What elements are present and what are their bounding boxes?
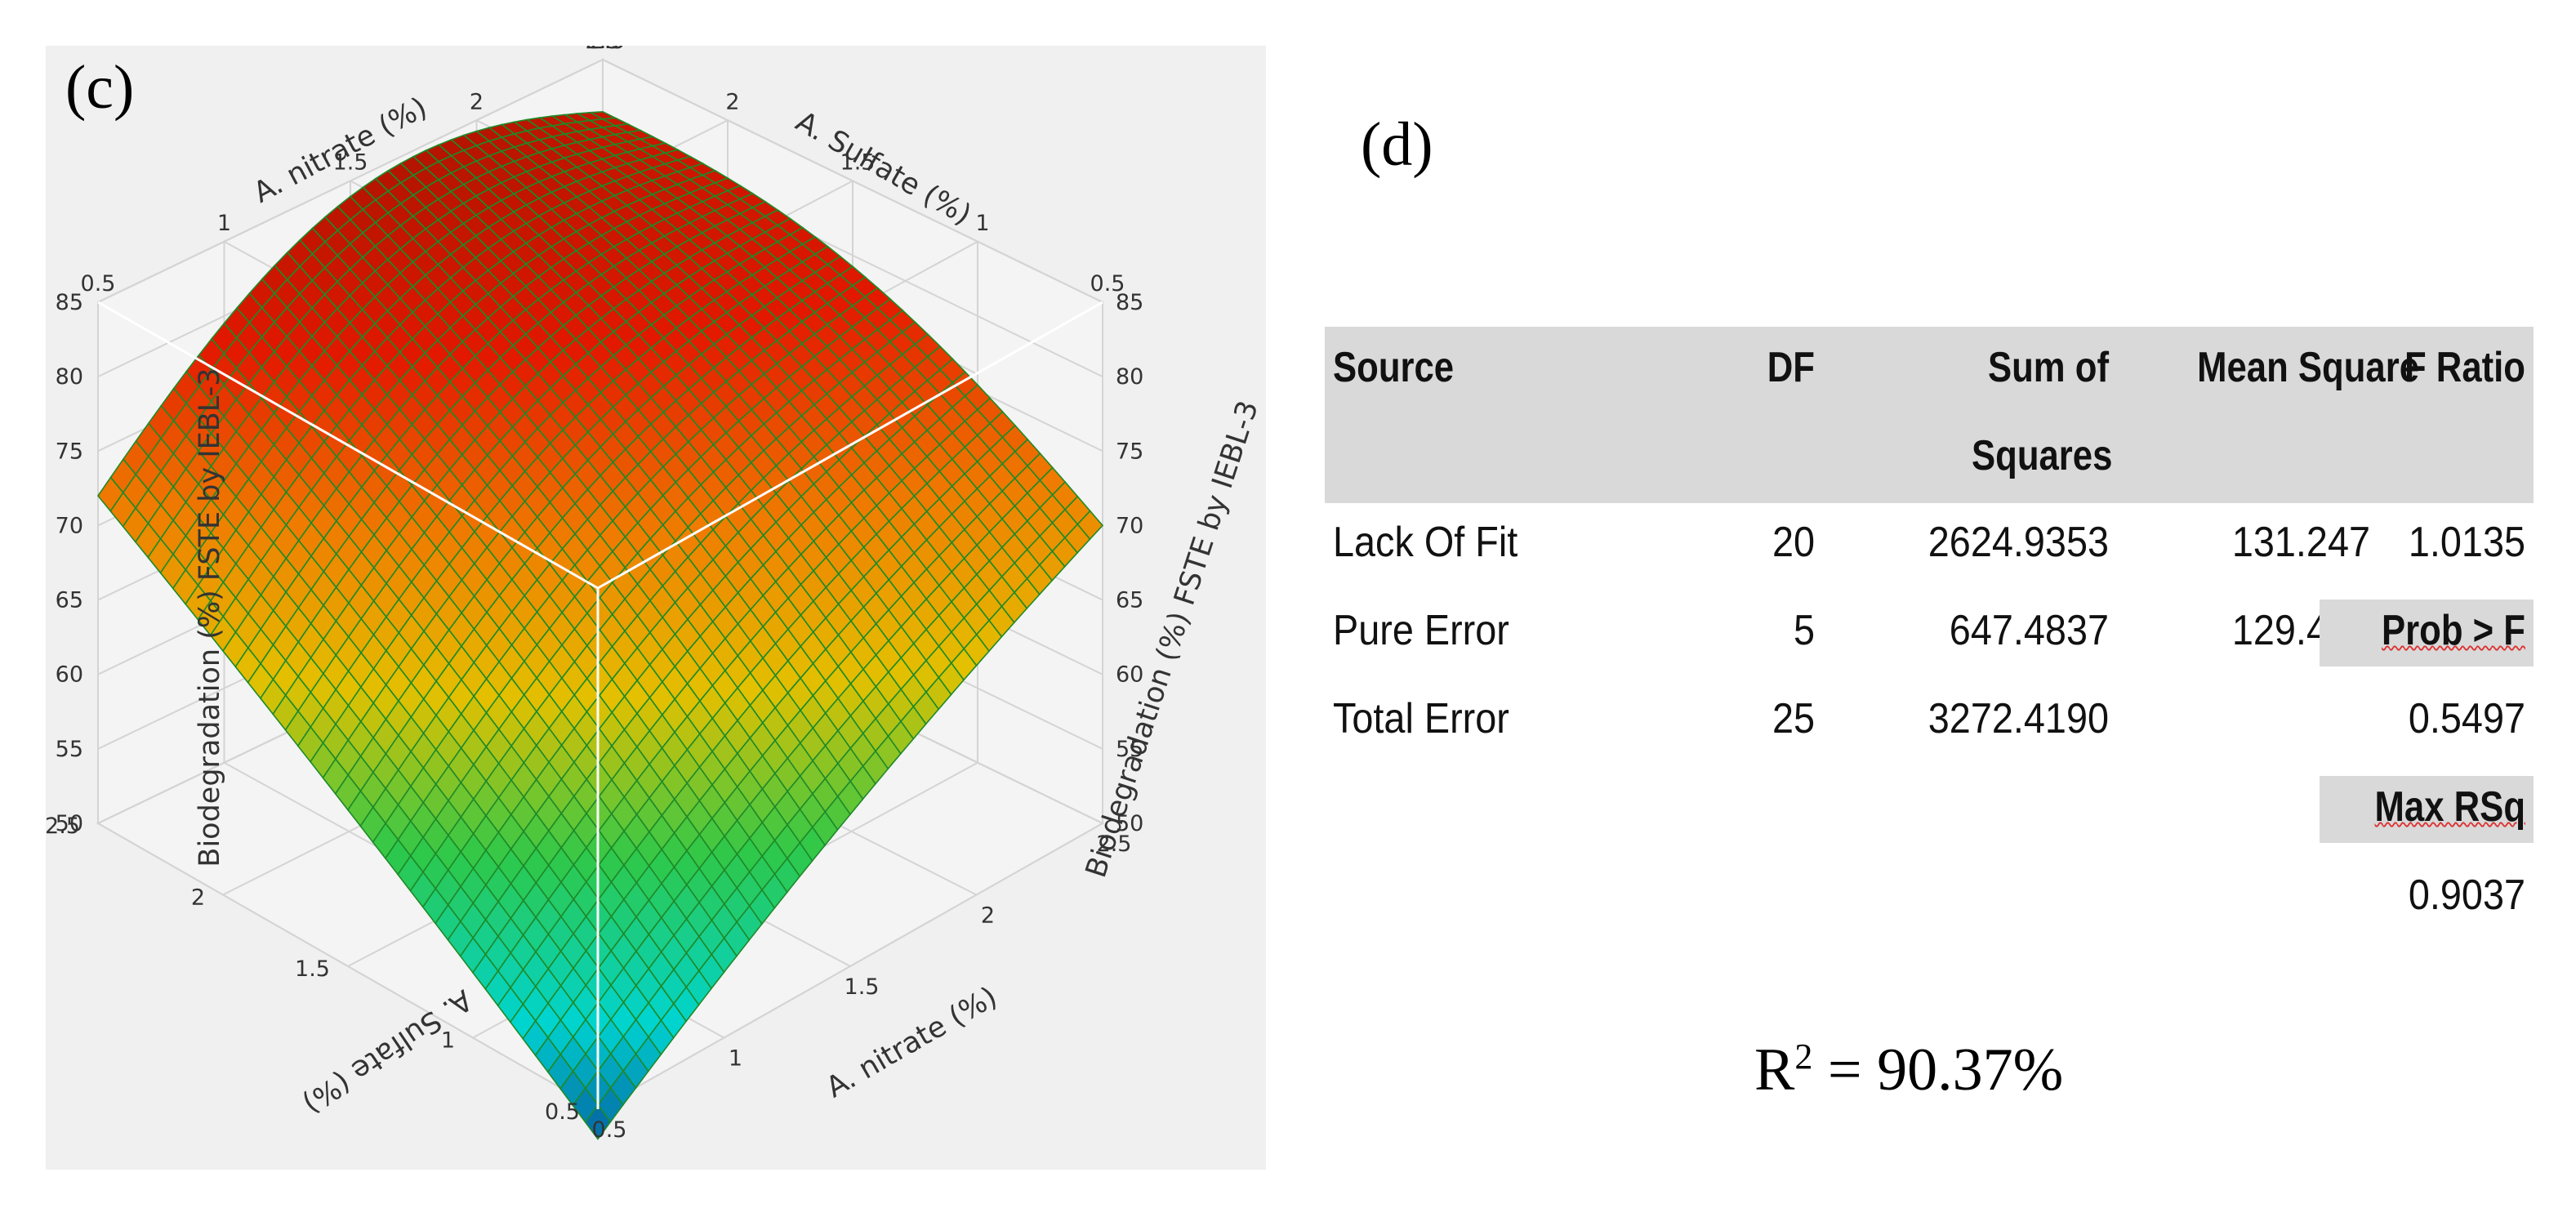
max-rsq-value: 0.9037 [2408, 872, 2525, 919]
z-tick-label-left: 65 [56, 588, 83, 613]
nitrate-tick-label-top: 2 [470, 89, 484, 114]
row-total-error-ss: 3272.4190 [1928, 695, 2109, 742]
row-total-error-df: 25 [1772, 695, 1815, 742]
r2-symbol: R [1754, 1037, 1795, 1103]
header-f-ratio: F Ratio [2404, 344, 2525, 391]
row-lack-of-fit-ss: 2624.9353 [1928, 519, 2109, 566]
sulfate-tick-label-top: 0.5 [1090, 271, 1125, 296]
header-df: DF [1767, 344, 1815, 391]
z-tick-label-right: 50 [1116, 811, 1143, 836]
z-tick-label-right: 60 [1116, 662, 1143, 688]
sulfate-tick-label-top: 2.5 [591, 46, 626, 54]
box-edge-top-left [97, 301, 599, 590]
z-tick-label-left: 70 [56, 513, 83, 538]
top-gridline [97, 59, 604, 303]
nitrate-tick-label-bottom: 2 [981, 903, 995, 929]
panel-label-d: (d) [1361, 110, 1433, 179]
z-tick-label-left: 55 [56, 737, 83, 762]
table-header [1325, 327, 2534, 503]
nitrate-tick-label-bottom: 0.5 [592, 1117, 627, 1143]
nitrate-tick-label-top: 2.5 [586, 46, 621, 54]
row-pure-error-ss: 647.4837 [1949, 607, 2109, 654]
header-sum-of-squares-line2: Squares [1972, 432, 2113, 479]
sulfate-tick-label-bottom: 2.5 [46, 814, 80, 839]
z-axis-title-left: Biodegradation (%) FSTE by IEBL-3 [194, 368, 226, 867]
row-pure-error-df: 5 [1793, 607, 1815, 654]
nitrate-tick-label-bottom: 2.5 [1097, 831, 1132, 857]
nitrate-tick-label-bottom: 1 [729, 1046, 742, 1072]
prob-f-label: Prob > F [2360, 606, 2525, 655]
row-lack-of-fit-df: 20 [1772, 519, 1815, 566]
r2-value: = 90.37% [1812, 1037, 2064, 1103]
z-tick-label-right: 85 [1116, 290, 1143, 315]
row-lack-of-fit-ms: 131.247 [2231, 519, 2370, 566]
nitrate-tick-label-top: 1 [217, 211, 231, 236]
z-tick-label-right: 80 [1116, 364, 1143, 390]
r2-exponent: 2 [1794, 1037, 1813, 1077]
max-rsq-label-background [2320, 776, 2534, 843]
prob-f-text: Prob > F [2382, 607, 2525, 654]
z-tick-label-left: 75 [56, 439, 83, 464]
row-lack-of-fit-source: Lack Of Fit [1333, 519, 1518, 566]
z-tick-label-left: 85 [56, 290, 83, 315]
z-tick-label-right: 70 [1116, 513, 1143, 538]
z-tick-label-right: 75 [1116, 439, 1143, 464]
sulfate-tick-label-bottom: 1 [441, 1028, 455, 1054]
sulfate-tick-label-bottom: 2 [191, 885, 205, 911]
surface-plot-panel: 50 50 55 55 60 60 65 65 70 70 75 75 80 80 85 85 0.5 0.5 1 1… [46, 46, 1266, 1170]
z-tick-label-right: 65 [1116, 588, 1143, 613]
row-lack-of-fit-f: 1.0135 [2408, 519, 2525, 566]
header-source: Source [1333, 344, 1455, 391]
prob-f-value: 0.5497 [2408, 695, 2525, 742]
max-rsq-text: Max RSq [2374, 783, 2525, 831]
sulfate-tick-label-top: 1.5 [840, 150, 876, 176]
max-rsq-label: Max RSq [2360, 782, 2525, 831]
header-mean-square: Mean Square [2197, 344, 2419, 391]
row-total-error-source: Total Error [1333, 695, 1509, 742]
nitrate-tick-label-top: 1.5 [333, 150, 368, 176]
z-axis-title-right: Biodegradation (%) FSTE by IEBL-3 [1080, 397, 1265, 882]
sulfate-tick-label-bottom: 0.5 [545, 1099, 580, 1125]
sulfate-tick-label-bottom: 1.5 [295, 956, 330, 982]
prob-f-label-background [2320, 600, 2534, 666]
box-edge-top-right [597, 301, 1103, 590]
header-sum-of-squares-line1: Sum of [1987, 344, 2109, 391]
sulfate-tick-label-top: 2 [725, 89, 739, 114]
nitrate-tick-label-top: 0.5 [81, 271, 116, 296]
z-tick-label-left: 60 [56, 662, 83, 688]
r-squared-summary: R2 = 90.37% [1754, 1036, 2063, 1105]
row-pure-error-source: Pure Error [1333, 607, 1509, 654]
top-gridline [602, 59, 1103, 303]
sulfate-tick-label-top: 1 [975, 211, 989, 236]
panel-label-c: (c) [65, 53, 135, 122]
z-tick-label-left: 80 [56, 364, 83, 390]
z-tick-label-right: 55 [1116, 737, 1143, 762]
nitrate-tick-label-bottom: 1.5 [845, 974, 880, 1000]
z-tick-label-left: 50 [56, 811, 83, 836]
